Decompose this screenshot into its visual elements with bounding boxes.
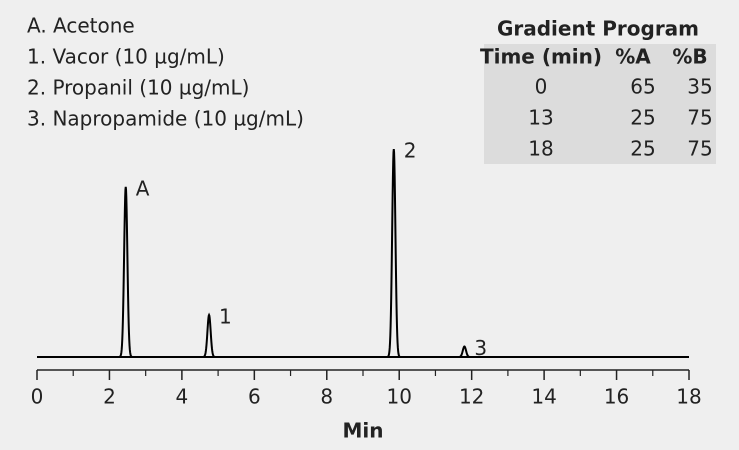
table-cell: 25 [630,106,655,130]
table-cell: 0 [535,75,548,99]
peak-label: A [136,176,150,200]
x-tick-label: 10 [386,385,411,409]
x-tick-label: 4 [176,385,189,409]
table-header: Time (min) [480,45,602,69]
table-cell: 75 [687,106,712,130]
x-tick-label: 18 [676,385,701,409]
table-cell: 65 [630,75,655,99]
table-header: %A [615,45,651,69]
x-tick-label: 14 [531,385,556,409]
x-tick-label: 12 [459,385,484,409]
peak-label: 1 [219,305,232,329]
legend-entry: A. Acetone [27,14,135,38]
legend-entry: 3. Napropamide (10 µg/mL) [27,107,304,131]
table-cell: 25 [630,137,655,161]
table-cell: 13 [528,106,553,130]
table-cell: 35 [687,75,712,99]
peak [452,345,477,358]
table-header: %B [672,45,707,69]
table-cell: 75 [687,137,712,161]
peak-label: 2 [404,139,417,163]
peak [382,149,406,358]
legend-entry: 2. Propanil (10 µg/mL) [27,76,249,100]
peak [114,186,138,358]
x-axis-label: Min [343,419,384,443]
table-cell: 18 [528,137,553,161]
peak [197,312,221,358]
table-background [484,44,716,164]
x-tick-label: 8 [320,385,333,409]
legend-entry: 1. Vacor (10 µg/mL) [27,45,225,69]
table-title: Gradient Program [497,17,699,41]
x-tick-label: 16 [604,385,629,409]
x-tick-label: 0 [31,385,44,409]
x-tick-label: 2 [103,385,116,409]
peak-label: 3 [474,336,487,360]
x-tick-label: 6 [248,385,261,409]
